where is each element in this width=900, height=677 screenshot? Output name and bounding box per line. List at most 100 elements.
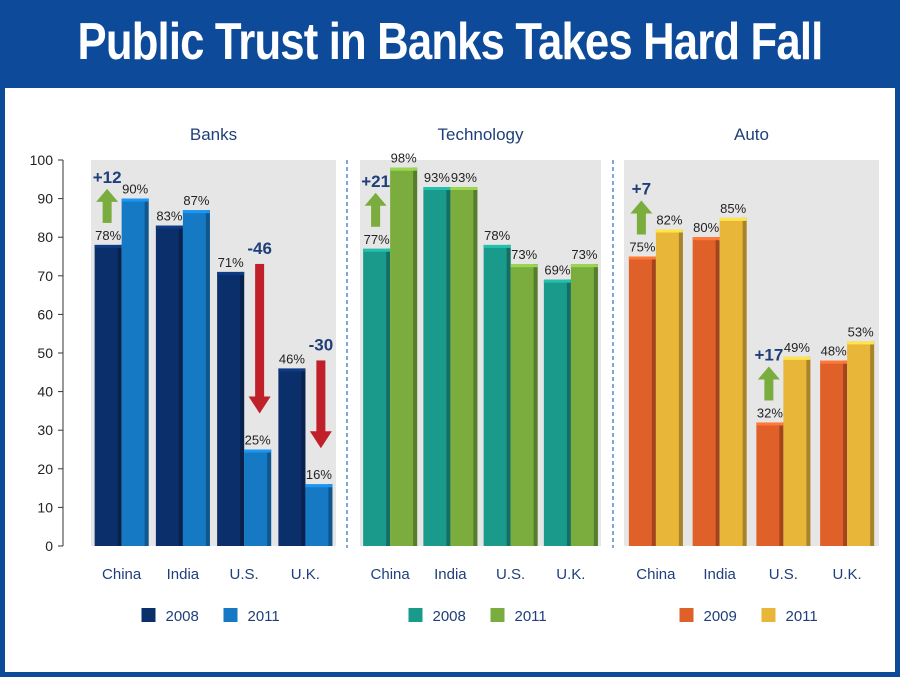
technology-value-label: 73% xyxy=(511,247,537,262)
banks-bar-top xyxy=(155,225,183,229)
banks-bar-top xyxy=(121,198,149,202)
banks-x-label-u-s: U.S. xyxy=(230,566,259,583)
banks-change-label: +12 xyxy=(93,168,122,187)
technology-bar-top xyxy=(423,187,451,191)
banks-value-label: 71% xyxy=(218,255,244,270)
banks-x-label-china: China xyxy=(102,566,142,583)
banks-bar-2008-u-k xyxy=(278,368,306,546)
auto-change-arrow-head xyxy=(757,366,780,380)
auto-change-arrow-head xyxy=(630,200,653,214)
technology-x-label-india: India xyxy=(434,566,467,583)
auto-bar-top xyxy=(628,256,656,260)
auto-bar-2009-u-s xyxy=(756,422,784,546)
auto-bar-side xyxy=(870,341,875,546)
banks-bar-side xyxy=(301,368,306,546)
auto-bar-side xyxy=(678,229,683,547)
auto-value-label: 48% xyxy=(821,344,847,359)
chart-canvas: 0 10 20 30 40 50 60 70 80 90 100 Banks China India U.S… xyxy=(30,125,879,625)
banks-bar-side xyxy=(205,210,210,546)
auto-bar-2009-india xyxy=(692,237,720,546)
auto-change-label: +17 xyxy=(754,345,783,364)
y-tick-label: 90 xyxy=(37,191,53,207)
auto-bar-2011-china xyxy=(655,229,683,547)
auto-x-label-india: India xyxy=(703,566,736,583)
technology-bar-2008-u-k xyxy=(543,279,571,546)
banks-bar-top xyxy=(182,210,210,214)
auto-bar-2011-u-s xyxy=(783,356,811,546)
auto-legend-swatch-2011 xyxy=(761,608,776,622)
banks-bar-top xyxy=(305,484,333,488)
chart-panel: 0 10 20 30 40 50 60 70 80 90 100 Banks China India U.S… xyxy=(5,88,895,672)
banks-legend-label-2008: 2008 xyxy=(166,608,199,625)
banks-legend-label-2011: 2011 xyxy=(248,608,280,625)
chart-title: Public Trust in Banks Takes Hard Fall xyxy=(77,13,824,71)
y-tick-label: 80 xyxy=(37,229,53,245)
y-tick-label: 50 xyxy=(37,345,53,361)
auto-legend-label-2009: 2009 xyxy=(704,608,737,625)
banks-bar-2008-u-s xyxy=(217,271,245,546)
auto-change-arrow-shaft xyxy=(636,212,646,235)
banks-change-label: -30 xyxy=(309,335,334,354)
technology-value-label: 93% xyxy=(424,170,450,185)
technology-change-arrow-head xyxy=(364,192,387,206)
auto-bar-2011-india xyxy=(719,217,747,546)
technology-value-label: 93% xyxy=(451,170,477,185)
auto-legend-swatch-2009 xyxy=(679,608,694,622)
banks-value-label: 78% xyxy=(95,228,121,243)
auto-bar-top xyxy=(655,229,683,233)
banks-bar-side xyxy=(178,225,183,546)
banks-change-arrow-shaft xyxy=(316,360,326,433)
technology-bar-top xyxy=(543,279,571,283)
banks-value-label: 25% xyxy=(245,433,271,448)
technology-x-label-u-s: U.S. xyxy=(496,566,525,583)
auto-change-arrow-shaft xyxy=(764,378,774,401)
auto-bar-side xyxy=(779,422,784,546)
technology-legend-swatch-2008 xyxy=(408,608,423,622)
technology-bar-2011-u-k xyxy=(570,264,598,546)
banks-change-arrow-shaft xyxy=(255,263,265,398)
auto-x-label-china: China xyxy=(636,566,676,583)
technology-value-label: 73% xyxy=(571,247,597,262)
banks-change-label: -46 xyxy=(247,239,272,258)
auto-bar-2011-u-k xyxy=(847,341,875,546)
technology-x-label-u-k: U.K. xyxy=(556,566,585,583)
technology-bar-2011-india xyxy=(450,187,478,546)
technology-value-label: 69% xyxy=(544,263,570,278)
y-tick-label: 20 xyxy=(37,461,53,477)
banks-bar-side xyxy=(328,484,333,546)
technology-bar-side xyxy=(506,244,511,547)
technology-legend-label-2011: 2011 xyxy=(515,608,547,625)
technology-bar-top xyxy=(363,248,391,252)
banks-bar-2011-china xyxy=(121,198,149,546)
auto-value-label: 85% xyxy=(720,201,746,216)
banks-legend-swatch-2011 xyxy=(223,608,238,622)
auto-bar-top xyxy=(847,341,875,345)
banks-change-arrow-head xyxy=(96,188,119,202)
auto-bar-top xyxy=(820,360,848,364)
banks-x-label-u-k: U.K. xyxy=(291,566,320,583)
banks-x-label-india: India xyxy=(167,566,200,583)
auto-value-label: 80% xyxy=(693,220,719,235)
banks-bar-2011-india xyxy=(182,210,210,546)
auto-value-label: 49% xyxy=(784,340,810,355)
auto-x-label-u-s: U.S. xyxy=(769,566,798,583)
technology-bar-side xyxy=(473,187,478,546)
technology-value-label: 77% xyxy=(364,232,390,247)
auto-x-label-u-k: U.K. xyxy=(833,566,862,583)
technology-bar-side xyxy=(413,167,418,546)
technology-value-label: 98% xyxy=(391,151,417,166)
auto-value-label: 75% xyxy=(629,240,655,255)
technology-change-label: +21 xyxy=(361,172,390,191)
auto-bar-top xyxy=(756,422,784,426)
banks-panel-title: Banks xyxy=(190,125,237,144)
auto-bar-side xyxy=(651,256,656,546)
auto-bar-side xyxy=(742,217,747,546)
technology-bar-top xyxy=(510,264,538,268)
auto-bar-top xyxy=(783,356,811,360)
banks-value-label: 83% xyxy=(156,209,182,224)
technology-bar-side xyxy=(566,279,571,546)
technology-bar-2011-china xyxy=(390,167,418,546)
auto-panel-title: Auto xyxy=(734,125,769,144)
auto-bar-side xyxy=(715,237,720,546)
y-tick-label: 0 xyxy=(45,538,53,554)
